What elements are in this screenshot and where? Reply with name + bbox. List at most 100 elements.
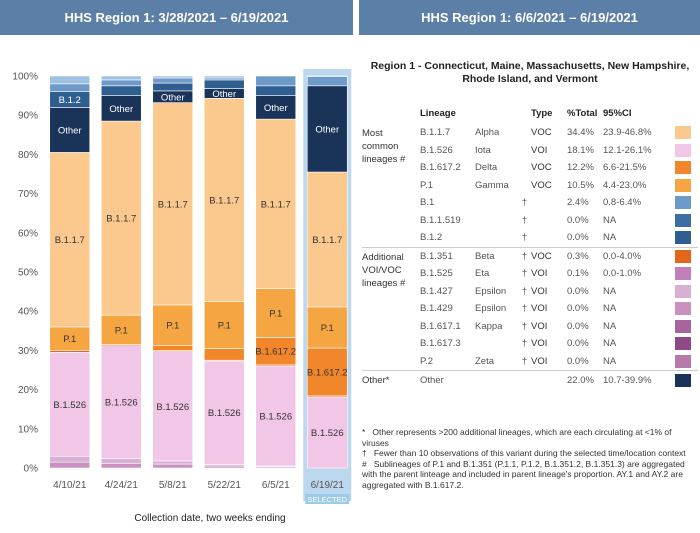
footnote-mark: * bbox=[362, 427, 366, 437]
color-swatch bbox=[675, 337, 691, 351]
variant-name-cell bbox=[475, 212, 519, 230]
percent-cell: 0.0% bbox=[567, 355, 589, 367]
type-cell: VOI bbox=[531, 320, 548, 332]
type-cell bbox=[531, 194, 567, 212]
ci-cell: NA bbox=[603, 338, 617, 349]
table-row: B.1.526 Iota VOI 18.1% 12.1-26.1% bbox=[362, 142, 698, 160]
lineage-cell: B.1.351 bbox=[420, 246, 475, 265]
table-row: B.1.429 Epsilon † VOI 0.0% NA bbox=[362, 300, 698, 318]
ci-cell: 10.7-39.9% bbox=[603, 370, 671, 390]
ci-cell: 6.6-21.5% bbox=[603, 162, 647, 173]
color-swatch bbox=[675, 126, 691, 140]
color-swatch bbox=[675, 143, 691, 157]
bar-segment bbox=[255, 118, 297, 289]
segment-label: B.1.2 bbox=[59, 95, 81, 106]
table-row: Most common lineages # B.1.1.7 Alpha VOC 34.… bbox=[362, 124, 698, 165]
bar-segment bbox=[152, 345, 194, 351]
dagger-cell: † bbox=[521, 268, 527, 279]
variant-name-cell bbox=[475, 229, 519, 247]
variant-name-cell: Beta bbox=[475, 246, 519, 265]
variant-name-cell: Eta bbox=[475, 268, 490, 279]
ci-cell: 0.8-6.4% bbox=[603, 197, 642, 208]
bar-segment bbox=[152, 102, 194, 306]
segment-label: P.1 bbox=[166, 321, 179, 332]
bar-segment bbox=[152, 304, 194, 346]
color-swatch-cell bbox=[671, 142, 698, 160]
dagger-cell: † bbox=[521, 285, 527, 297]
lineage-cell: B.1.427 bbox=[420, 285, 453, 297]
variant-name-cell: Epsilon bbox=[475, 285, 507, 297]
color-swatch-cell bbox=[671, 318, 698, 336]
segment-label: B.1.617.2 bbox=[307, 367, 348, 378]
color-swatch-cell bbox=[671, 335, 698, 353]
footnote-text: Sublineages of P.1 and B.1.351 (P.1.1, P… bbox=[362, 458, 685, 490]
bar-segment bbox=[49, 152, 91, 328]
ci-cell: NA bbox=[603, 285, 617, 297]
bar-segment bbox=[152, 77, 194, 84]
bar-segment bbox=[100, 75, 142, 81]
y-tick-label: 50% bbox=[18, 268, 38, 279]
type-cell: VOC bbox=[531, 179, 552, 191]
footnote: † Fewer than 10 observations of this var… bbox=[362, 448, 696, 459]
bar-segment bbox=[100, 345, 142, 459]
color-swatch-cell bbox=[671, 353, 698, 371]
variant-name-cell: Gamma bbox=[475, 179, 509, 191]
group-label: Most common lineages # bbox=[362, 128, 406, 165]
header-type: Type bbox=[531, 108, 553, 119]
ci-cell: 4.4-23.0% bbox=[603, 179, 647, 191]
bar-segment bbox=[306, 306, 348, 349]
y-tick-label: 80% bbox=[18, 150, 38, 161]
segment-label: B.1.526 bbox=[311, 428, 344, 439]
variant-name-cell: Iota bbox=[475, 144, 491, 156]
y-tick-label: 20% bbox=[18, 385, 38, 396]
percent-cell: 0.0% bbox=[567, 303, 589, 314]
lineage-cell: B.1.1.7 bbox=[420, 127, 451, 138]
lineage-cell: P.2 bbox=[420, 355, 434, 367]
percent-cell: 10.5% bbox=[567, 179, 594, 191]
color-swatch bbox=[675, 319, 691, 333]
percent-cell: 0.1% bbox=[567, 268, 589, 279]
segment-label: B.1.1.7 bbox=[261, 199, 291, 210]
y-tick-label: 100% bbox=[12, 72, 38, 83]
footnote-mark: # bbox=[362, 458, 367, 469]
dagger-cell: † bbox=[521, 320, 527, 332]
color-swatch-cell bbox=[671, 283, 698, 301]
dagger-cell: † bbox=[519, 246, 531, 265]
y-tick-label: 30% bbox=[18, 346, 38, 357]
segment-label: P.1 bbox=[218, 320, 231, 331]
ci-cell: NA bbox=[603, 355, 617, 367]
bar-segment bbox=[49, 75, 91, 85]
table-row: B.1.427 Epsilon † VOI 0.0% NA bbox=[362, 283, 698, 301]
color-swatch-cell bbox=[671, 229, 698, 247]
segment-label: Other bbox=[109, 104, 133, 115]
bar-segment bbox=[306, 347, 348, 397]
color-swatch bbox=[675, 373, 691, 387]
color-swatch-cell bbox=[671, 265, 698, 283]
lineage-cell: B.1.1.519 bbox=[420, 214, 461, 226]
color-swatch bbox=[675, 249, 691, 263]
dagger-cell bbox=[519, 124, 531, 142]
variant-name-cell bbox=[475, 370, 519, 390]
type-cell: VOC bbox=[531, 246, 567, 265]
variant-name-cell: Alpha bbox=[475, 127, 500, 138]
dagger-cell bbox=[519, 159, 531, 177]
lineage-cell: B.1.617.1 bbox=[420, 320, 461, 332]
bar-segment bbox=[100, 85, 142, 96]
ci-cell: 0.0-1.0% bbox=[603, 268, 642, 279]
bar-segment bbox=[255, 75, 297, 87]
bar-segment bbox=[203, 348, 245, 361]
lineage-cell: B.1.617.3 bbox=[420, 338, 461, 349]
percent-cell: 0.0% bbox=[567, 285, 589, 297]
table-row: B.1.2 † 0.0% NA bbox=[362, 229, 698, 247]
segment-label: B.1.1.7 bbox=[158, 199, 188, 210]
variant-name-cell bbox=[475, 335, 519, 353]
color-swatch bbox=[675, 302, 691, 316]
percent-cell: 0.0% bbox=[567, 214, 589, 226]
y-tick-label: 90% bbox=[18, 111, 38, 122]
x-tick-label: 6/5/21 bbox=[262, 480, 290, 491]
percent-cell: 0.0% bbox=[567, 320, 589, 332]
variant-name-cell: Delta bbox=[475, 162, 498, 173]
type-cell: VOI bbox=[531, 144, 548, 156]
segment-label: B.1.617.2 bbox=[255, 347, 296, 358]
color-swatch-cell bbox=[671, 159, 698, 177]
